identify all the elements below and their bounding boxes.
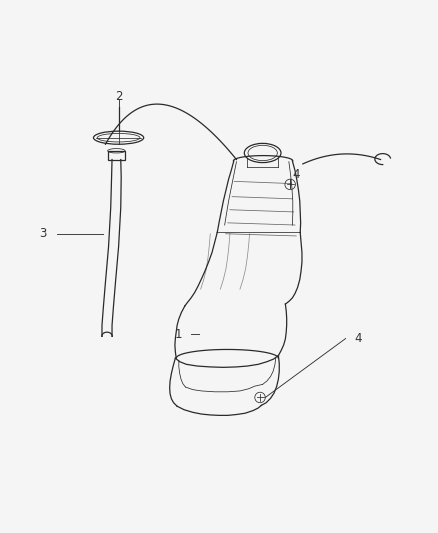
Text: 1: 1 bbox=[174, 328, 182, 341]
Text: 3: 3 bbox=[39, 227, 46, 240]
Text: 4: 4 bbox=[354, 332, 362, 345]
Text: 2: 2 bbox=[115, 90, 122, 103]
Text: 4: 4 bbox=[292, 168, 300, 181]
Bar bbox=[108, 151, 125, 159]
